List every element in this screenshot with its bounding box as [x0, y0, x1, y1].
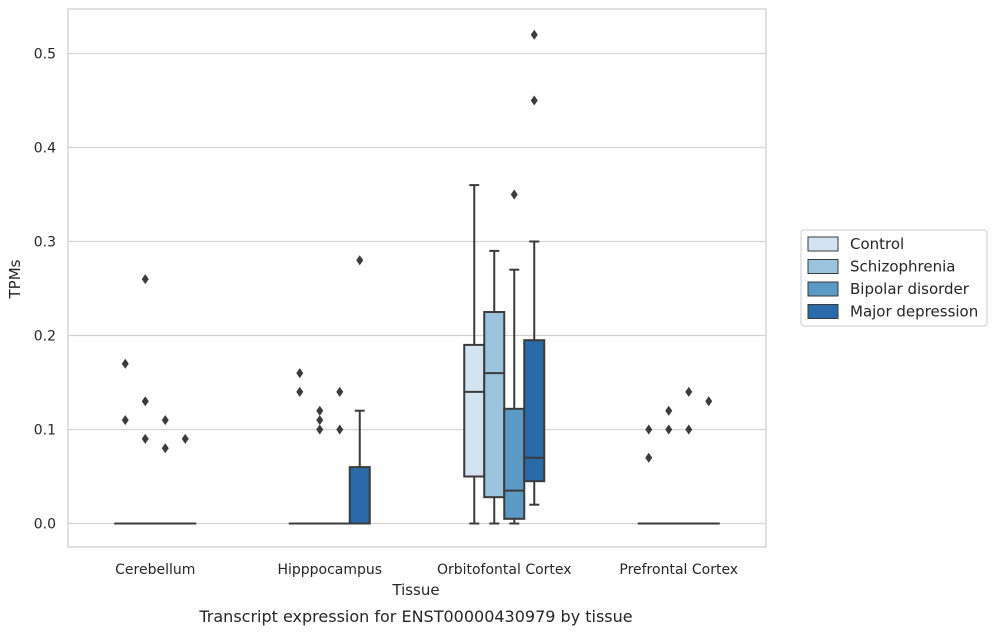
box-series-layer: [114, 29, 720, 525]
outlier-point: [316, 424, 324, 435]
outlier-point: [296, 386, 304, 397]
outlier-point: [121, 358, 129, 369]
legend-items: Control Schizophrenia Bipolar disorder Majo…: [807, 235, 978, 321]
box-group: [657, 405, 680, 525]
gridlines: [68, 52, 766, 525]
y-tick-label: 0.1: [34, 423, 56, 439]
outlier-point: [296, 368, 304, 379]
box-group: [134, 274, 157, 525]
y-tick-label: 0.3: [34, 235, 56, 251]
outlier-point: [316, 415, 324, 426]
x-tick-label: Cerebellum: [115, 562, 195, 578]
box-group: [697, 396, 720, 525]
outlier-point: [161, 415, 169, 426]
outlier-point: [121, 415, 129, 426]
legend: Control Schizophrenia Bipolar disorder Majo…: [800, 229, 988, 327]
legend-swatch: [807, 259, 839, 274]
outlier-point: [685, 424, 693, 435]
box-group: [463, 184, 486, 525]
box-group: [348, 255, 371, 525]
y-tick-labels: 0.0 0.1 0.2 0.3 0.4 0.5: [34, 47, 56, 533]
y-tick-label: 0.2: [34, 329, 56, 345]
box-group: [288, 368, 311, 525]
box-group: [174, 433, 197, 525]
outlier-point: [510, 189, 518, 200]
legend-label: Major depression: [850, 303, 978, 321]
box: [523, 339, 546, 483]
box-group: [114, 358, 137, 525]
x-tick-label: Hipppocampus: [277, 562, 382, 578]
legend-frame: [800, 229, 988, 327]
legend-swatch: [807, 281, 839, 297]
legend-swatch: [807, 304, 839, 319]
x-axis-title: Tissue: [391, 581, 439, 599]
outlier-point: [356, 255, 364, 266]
legend-label: Bipolar disorder: [850, 280, 970, 298]
box-group: [328, 386, 351, 525]
box: [503, 407, 526, 520]
outlier-point: [181, 433, 189, 444]
box: [483, 311, 506, 499]
outlier-point: [530, 29, 538, 40]
y-tick-label: 0.4: [34, 141, 56, 157]
x-tick-labels: Cerebellum Hipppocampus Orbitofontal Corte…: [115, 562, 738, 578]
box-group: [154, 415, 177, 525]
outlier-point: [685, 386, 693, 397]
outlier-point: [316, 405, 324, 416]
legend-label: Control: [850, 235, 904, 253]
y-tick-label: 0.0: [34, 517, 56, 533]
outlier-point: [645, 424, 653, 435]
legend-label: Schizophrenia: [850, 258, 955, 276]
box: [463, 343, 486, 478]
outlier-point: [665, 405, 673, 416]
box-group: [483, 249, 506, 525]
legend-swatch: [807, 236, 839, 252]
box-group: [677, 386, 700, 525]
y-tick-label: 0.5: [34, 47, 56, 63]
x-tick-label: Orbitofontal Cortex: [437, 562, 572, 578]
x-tick-label: Prefrontal Cortex: [619, 562, 738, 578]
outlier-point: [336, 386, 344, 397]
y-axis-title: TPMs: [6, 259, 24, 299]
outlier-point: [645, 452, 653, 463]
outlier-point: [336, 424, 344, 435]
outlier-point: [141, 396, 149, 407]
box-group: [637, 424, 660, 525]
chart-caption: Transcript expression for ENST0000043097…: [198, 607, 632, 626]
outlier-point: [141, 433, 149, 444]
outlier-point: [530, 95, 538, 106]
box-group: [503, 189, 526, 525]
outlier-point: [705, 396, 713, 407]
outlier-point: [141, 274, 149, 285]
plot-frame: [67, 8, 767, 548]
outlier-point: [665, 424, 673, 435]
box-group: [523, 29, 546, 506]
box-group: [308, 405, 331, 525]
outlier-point: [161, 443, 169, 454]
box: [348, 466, 371, 525]
